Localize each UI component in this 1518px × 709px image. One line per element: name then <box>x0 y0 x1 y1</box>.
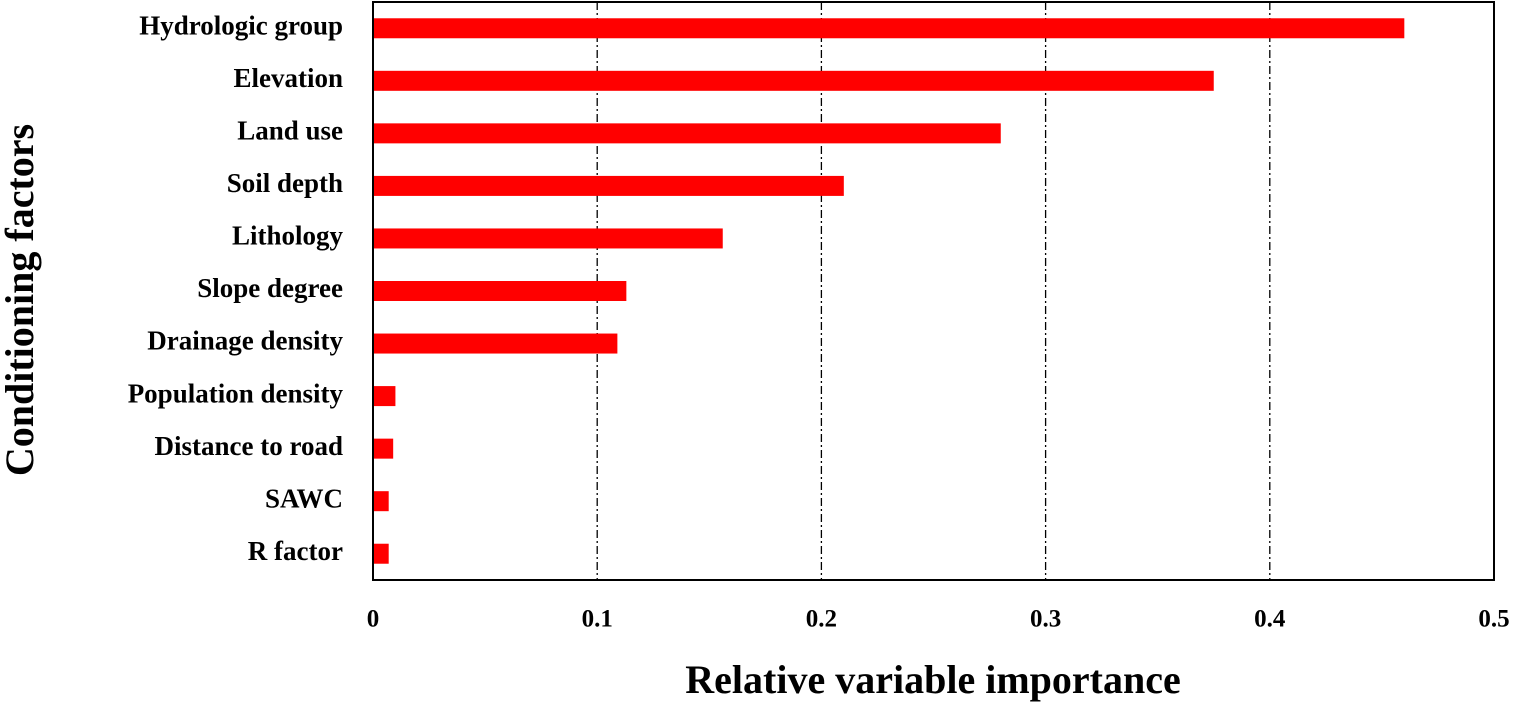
bar <box>373 70 1214 91</box>
x-tick-label: 0.3 <box>1030 606 1061 633</box>
y-axis-title: Conditioning factors <box>0 124 42 476</box>
y-tick-label: Land use <box>237 116 343 146</box>
y-tick-label: Hydrologic group <box>139 10 343 40</box>
y-tick-label: Elevation <box>233 63 343 93</box>
bar <box>373 228 723 249</box>
bar <box>373 123 1001 144</box>
y-tick-label: SAWC <box>265 483 343 513</box>
bar <box>373 543 389 564</box>
y-tick-label: Slope degree <box>197 273 343 303</box>
x-tick-label: 0.2 <box>806 606 837 633</box>
y-tick-label: Distance to road <box>155 431 344 461</box>
bar <box>373 491 389 512</box>
x-axis-title: Relative variable importance <box>685 657 1180 702</box>
bar <box>373 438 394 459</box>
y-tick-label: Soil depth <box>227 168 343 198</box>
bar <box>373 281 627 301</box>
bar <box>373 175 844 196</box>
bar <box>373 386 396 407</box>
y-tick-label: Lithology <box>232 221 344 251</box>
y-tick-label: Population density <box>128 378 344 408</box>
bar <box>373 18 1405 39</box>
x-tick-label: 0 <box>367 606 380 633</box>
bar <box>373 333 618 354</box>
plot-frame <box>372 1 1495 581</box>
x-tick-label: 0.1 <box>582 606 613 633</box>
y-tick-label: R factor <box>248 536 343 566</box>
y-tick-label: Drainage density <box>147 326 343 356</box>
x-tick-label: 0.4 <box>1254 606 1286 633</box>
x-tick-label: 0.5 <box>1478 606 1509 633</box>
